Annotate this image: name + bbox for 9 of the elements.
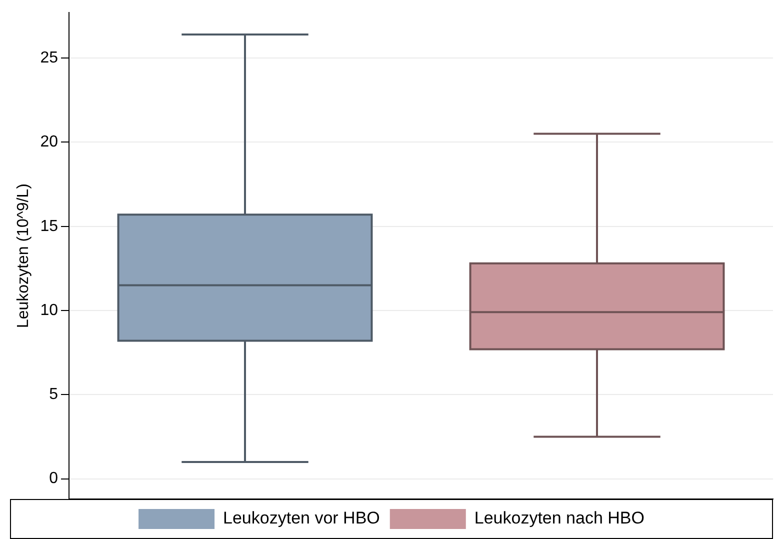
y-tick-label: 20 <box>40 134 58 151</box>
legend-label: Leukozyten vor HBO <box>223 508 380 528</box>
y-axis-title: Leukozyten (10^9/L) <box>15 184 32 328</box>
y-tick-label: 10 <box>40 302 58 319</box>
legend-label: Leukozyten nach HBO <box>474 508 644 528</box>
y-tick-label: 25 <box>40 49 58 66</box>
y-tick-label: 0 <box>49 470 58 488</box>
y-tick-label: 5 <box>49 386 58 404</box>
y-tick-label: 15 <box>40 218 58 235</box>
